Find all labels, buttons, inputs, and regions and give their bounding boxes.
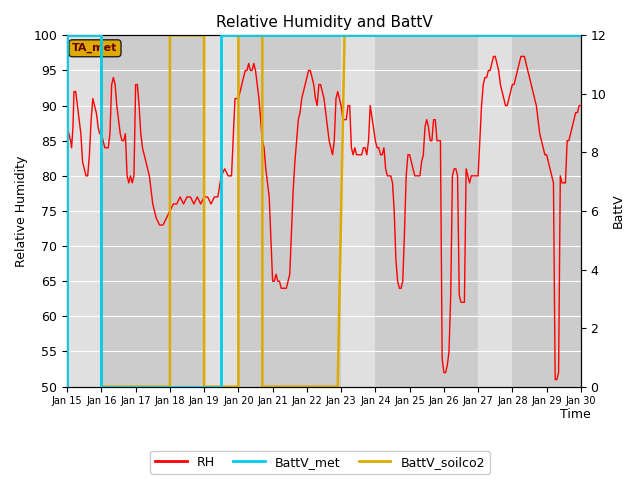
Y-axis label: BattV: BattV xyxy=(612,193,625,228)
Bar xyxy=(341,36,376,386)
Title: Relative Humidity and BattV: Relative Humidity and BattV xyxy=(216,15,433,30)
Bar xyxy=(478,36,513,386)
Text: TA_met: TA_met xyxy=(72,43,118,53)
Legend: RH, BattV_met, BattV_soilco2: RH, BattV_met, BattV_soilco2 xyxy=(150,451,490,474)
Bar xyxy=(136,36,170,386)
Bar xyxy=(273,36,307,386)
X-axis label: Time: Time xyxy=(561,408,591,420)
Bar xyxy=(204,36,238,386)
Bar xyxy=(547,36,581,386)
Bar xyxy=(67,36,101,386)
Bar xyxy=(410,36,444,386)
Y-axis label: Relative Humidity: Relative Humidity xyxy=(15,156,28,267)
